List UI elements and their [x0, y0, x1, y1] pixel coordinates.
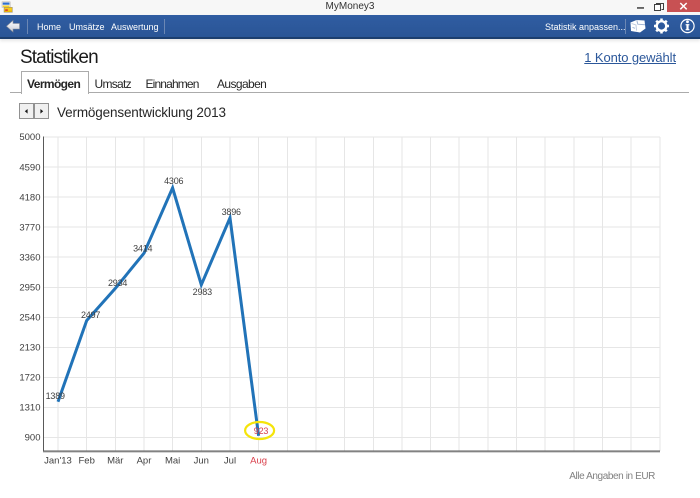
svg-text:2950: 2950 — [19, 282, 40, 293]
svg-text:3414: 3414 — [133, 243, 152, 253]
svg-text:Jun: Jun — [194, 456, 209, 467]
svg-text:1310: 1310 — [19, 403, 40, 414]
svg-text:4180: 4180 — [19, 192, 40, 203]
svg-text:Feb: Feb — [79, 456, 95, 467]
svg-text:Jul: Jul — [224, 456, 236, 467]
svg-text:3896: 3896 — [222, 207, 241, 217]
svg-text:Apr: Apr — [137, 456, 152, 467]
svg-text:1720: 1720 — [19, 373, 40, 384]
svg-text:1389: 1389 — [46, 391, 65, 401]
svg-text:Jan'13: Jan'13 — [44, 456, 72, 467]
svg-text:3360: 3360 — [19, 252, 40, 263]
svg-text:Aug: Aug — [250, 456, 267, 467]
svg-text:Mai: Mai — [165, 456, 180, 467]
svg-text:2130: 2130 — [19, 343, 40, 354]
svg-text:900: 900 — [25, 433, 41, 444]
svg-text:Mär: Mär — [107, 456, 123, 467]
svg-text:2497: 2497 — [81, 310, 100, 320]
svg-text:3770: 3770 — [19, 222, 40, 233]
svg-text:4590: 4590 — [19, 162, 40, 173]
svg-text:5000: 5000 — [19, 132, 40, 143]
svg-text:2540: 2540 — [19, 313, 40, 324]
svg-text:2983: 2983 — [193, 287, 212, 297]
svg-text:923: 923 — [254, 426, 269, 436]
svg-text:4306: 4306 — [164, 176, 183, 186]
svg-text:2934: 2934 — [108, 278, 127, 288]
